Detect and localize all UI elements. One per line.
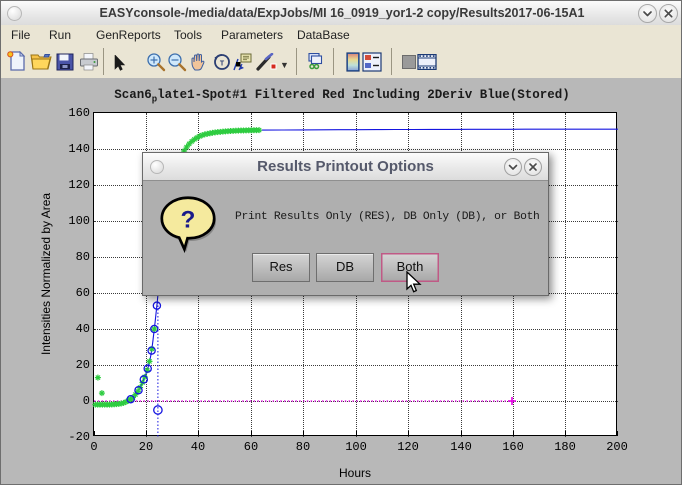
svg-text:?: ? [181, 207, 196, 234]
svg-text:T: T [220, 61, 225, 68]
